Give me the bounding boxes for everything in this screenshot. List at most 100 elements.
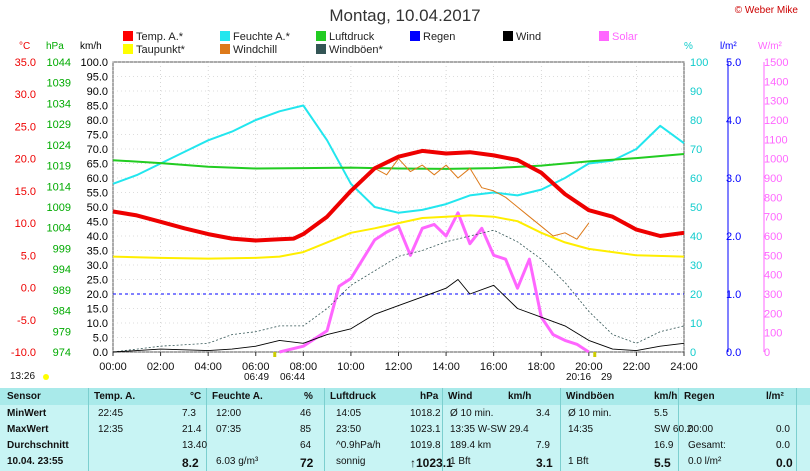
axis-humidity_pct-tick: 10 xyxy=(690,318,702,330)
table-cell: 14:05 xyxy=(336,408,362,419)
x-tick-label: 18:00 xyxy=(527,361,555,373)
sunrise-time-2: 06:44 xyxy=(280,372,306,383)
axis-humidity_pct-tick: 90 xyxy=(690,86,702,98)
axis-rain_lm2-tick: 2.0 xyxy=(726,231,741,243)
axis-pressure_hpa-tick: 999 xyxy=(53,243,71,255)
axis-wind_kmh-tick: 5.0 xyxy=(93,333,108,345)
axis-wind_kmh-tick: 100.0 xyxy=(80,57,108,69)
table-cell: SW 60.2 xyxy=(654,424,693,435)
table-cell: ^0.9hPa/h xyxy=(336,440,381,451)
axis-wind_kmh-tick: 10.0 xyxy=(87,318,108,330)
axis-rain_lm2-tick: 0.0 xyxy=(726,347,741,359)
x-tick-label: 02:00 xyxy=(147,361,175,373)
table-cell: 5.5 xyxy=(654,408,668,419)
axis-pressure_hpa-tick: 974 xyxy=(53,347,71,359)
axis-solar_wm2-tick: 700 xyxy=(764,212,782,224)
sunset-marker xyxy=(593,352,597,357)
legend-label: Wind xyxy=(516,31,542,43)
axis-temp_c-tick: 0.0 xyxy=(21,283,36,295)
unit-rain: l/m² xyxy=(720,41,737,52)
current-time: 13:26 xyxy=(10,371,36,382)
axis-rain_lm2-tick: 4.0 xyxy=(726,115,741,127)
axis-temp_c-tick: 15.0 xyxy=(15,186,36,198)
x-tick-label: 14:00 xyxy=(432,361,460,373)
axis-pressure_hpa-tick: 979 xyxy=(53,326,71,338)
sunrise-time: 06:49 xyxy=(244,372,270,383)
table-cell: sonnig xyxy=(336,456,366,467)
table-header: Sensor xyxy=(7,391,41,402)
legend-label: Taupunkt* xyxy=(136,44,185,56)
axis-wind_kmh-tick: 60.0 xyxy=(87,173,108,185)
series-windben xyxy=(112,229,685,353)
axis-temp_c-tick: -10.0 xyxy=(11,347,36,359)
table-cell: 21.4 xyxy=(182,424,202,435)
axis-wind_kmh-tick: 35.0 xyxy=(87,246,108,258)
legend-item: Windchill xyxy=(220,44,277,56)
series-taupunkt xyxy=(112,214,685,260)
table-cell: 07:35 xyxy=(216,424,242,435)
x-tick-label: 00:00 xyxy=(99,361,127,373)
axis-pressure_hpa-tick: 1014 xyxy=(47,181,71,193)
legend-label: Solar xyxy=(612,31,638,43)
legend-swatch xyxy=(316,31,326,41)
axis-temp_c-tick: 30.0 xyxy=(15,89,36,101)
table-header: Regen xyxy=(684,391,715,402)
axis-wind_kmh-tick: 15.0 xyxy=(87,304,108,316)
table-header: hPa xyxy=(420,391,439,402)
axis-solar_wm2-tick: 1400 xyxy=(764,76,788,88)
axis-solar_wm2-tick: 1500 xyxy=(764,57,788,69)
x-tick-label: 16:00 xyxy=(480,361,508,373)
table-cell: 0.0 xyxy=(776,456,793,470)
series-tempa xyxy=(112,148,685,243)
axis-pressure_hpa-tick: 1039 xyxy=(47,78,71,90)
x-tick-label: 08:00 xyxy=(290,361,318,373)
axis-wind_kmh-tick: 0.0 xyxy=(93,347,108,359)
axis-temp_c-tick: 35.0 xyxy=(15,57,36,69)
table-cell: 3.1 xyxy=(536,456,553,470)
axis-humidity_pct-tick: 0 xyxy=(690,347,696,359)
sunset-time-2: 29 xyxy=(601,372,613,383)
table-cell: Ø 10 min. xyxy=(450,408,494,419)
legend-label: Luftdruck xyxy=(329,31,375,43)
table-cell: 7.9 xyxy=(536,440,550,451)
legend-swatch xyxy=(220,31,230,41)
axis-pressure_hpa-tick: 1034 xyxy=(47,98,71,110)
axis-wind_kmh-tick: 95.0 xyxy=(87,72,108,84)
axis-solar_wm2-tick: 900 xyxy=(764,173,782,185)
unit-solar: W/m² xyxy=(758,41,782,52)
axis-wind_kmh-tick: 65.0 xyxy=(87,159,108,171)
axis-wind_kmh-tick: 50.0 xyxy=(87,202,108,214)
axis-solar_wm2-tick: 1000 xyxy=(764,154,788,166)
axis-pressure_hpa-tick: 1019 xyxy=(47,161,71,173)
legend-swatch xyxy=(503,31,513,41)
table-cell: Ø 10 min. xyxy=(568,408,612,419)
legend-item: Wind xyxy=(503,31,541,43)
table-cell: 46 xyxy=(300,408,312,419)
axis-humidity_pct-tick: 70 xyxy=(690,144,702,156)
sunset-time: 20:16 xyxy=(566,372,592,383)
axis-humidity_pct-tick: 50 xyxy=(690,202,702,214)
table-header: Windböen xyxy=(566,391,615,402)
legend-label: Temp. A.* xyxy=(136,31,184,43)
table-row-label: MinWert xyxy=(7,408,47,419)
legend-swatch xyxy=(316,44,326,54)
table-cell: 6.03 g/m³ xyxy=(216,456,259,467)
table-cell: 85 xyxy=(300,424,312,435)
axis-wind_kmh-tick: 30.0 xyxy=(87,260,108,272)
weather-chart: 00:00 02:00 04:00 06:00 08:00 10:00 12:00 14:00… xyxy=(11,57,788,380)
legend-swatch xyxy=(123,31,133,41)
legend-label: Feuchte A.* xyxy=(233,31,290,43)
axis-solar_wm2-tick: 600 xyxy=(764,231,782,243)
table-header: Feuchte A. xyxy=(212,391,263,402)
axis-wind_kmh-tick: 25.0 xyxy=(87,275,108,287)
table-cell: 0.0 l/m² xyxy=(688,456,722,467)
legend-swatch xyxy=(410,31,420,41)
table-cell: 1018.2 xyxy=(410,408,441,419)
legend-item: Solar xyxy=(599,31,638,43)
axis-solar_wm2-tick: 1300 xyxy=(764,96,788,108)
axis-humidity_pct-tick: 80 xyxy=(690,115,702,127)
x-tick-label: 12:00 xyxy=(385,361,413,373)
copyright-label: © Weber Mike xyxy=(734,5,798,16)
axis-wind_kmh-tick: 70.0 xyxy=(87,144,108,156)
axis-pressure_hpa-tick: 1044 xyxy=(47,57,71,69)
